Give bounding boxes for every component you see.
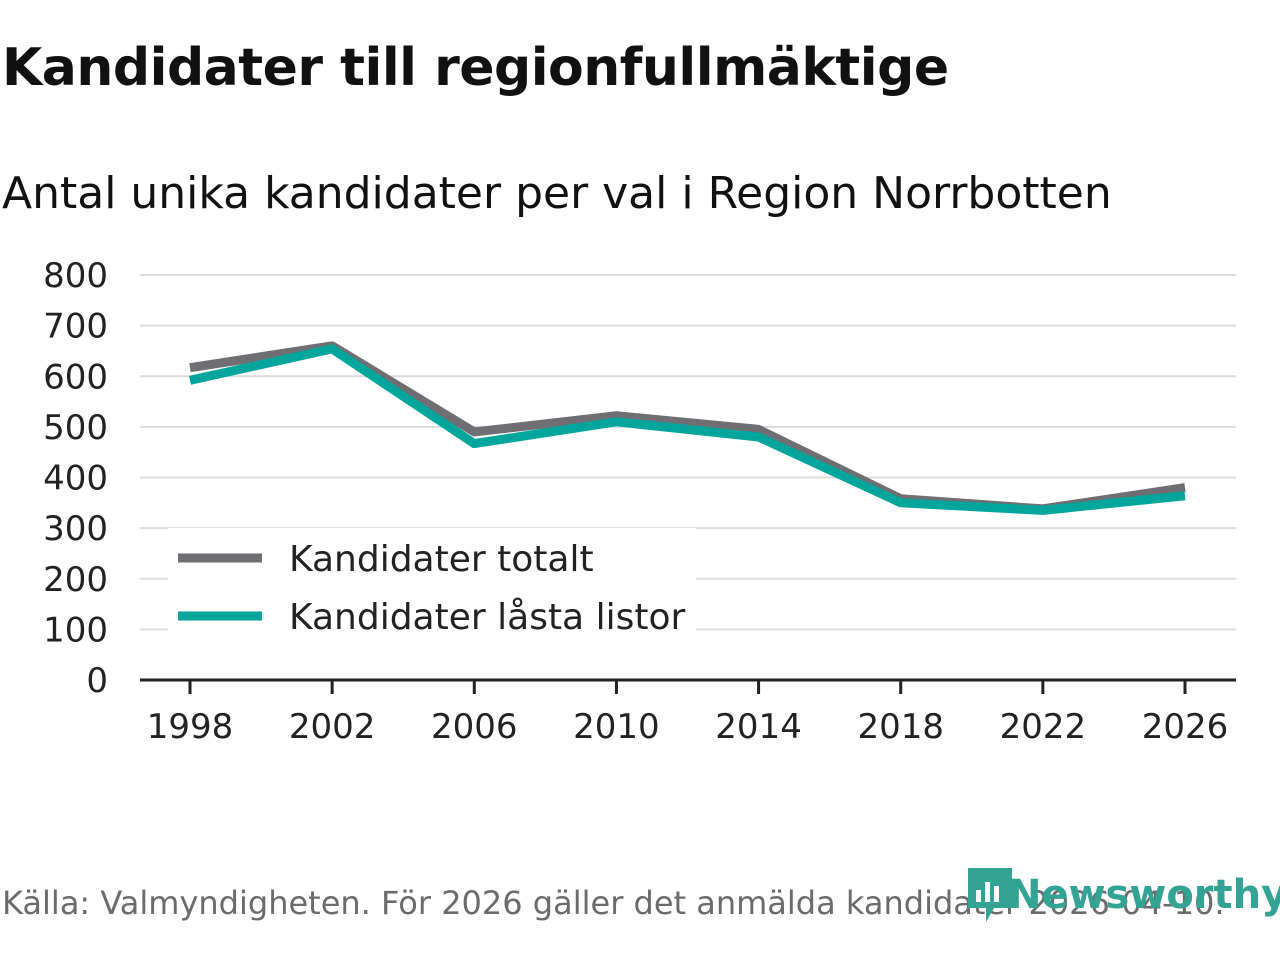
legend-label: Kandidater totalt xyxy=(289,539,594,580)
y-tick-label: 400 xyxy=(43,459,108,499)
chart-subtitle: Antal unika kandidater per val i Region … xyxy=(2,168,1112,219)
x-tick-label: 1998 xyxy=(147,707,234,747)
legend-label: Kandidater låsta listor xyxy=(289,597,685,638)
y-tick-label: 300 xyxy=(43,509,108,549)
x-tick-label: 2002 xyxy=(289,707,376,747)
y-tick-label: 100 xyxy=(43,610,108,650)
chart-title: Kandidater till regionfullmäktige xyxy=(2,38,949,98)
newsworthy-logo-icon xyxy=(968,868,1012,922)
y-tick-label: 700 xyxy=(43,307,108,347)
y-tick-label: 500 xyxy=(43,408,108,448)
x-tick-label: 2022 xyxy=(1000,707,1087,747)
line-chart: 0 100 200 300 400 500 600 700 800 1998 2002 2006 201… xyxy=(43,256,1236,747)
series-line-2 xyxy=(189,344,1186,515)
x-tick-label: 2006 xyxy=(431,707,518,747)
y-tick-label: 800 xyxy=(43,256,108,296)
newsworthy-logo: Newsworthy xyxy=(964,864,1280,926)
y-tick-label: 0 xyxy=(86,661,108,701)
y-tick-label: 200 xyxy=(43,560,108,600)
x-tick-label: 2026 xyxy=(1142,707,1229,747)
y-tick-label: 600 xyxy=(43,357,108,397)
x-tick-label: 2010 xyxy=(573,707,660,747)
x-tick-label: 2018 xyxy=(857,707,944,747)
newsworthy-logo-text: Newsworthy xyxy=(1008,872,1280,918)
x-tick-label: 2014 xyxy=(715,707,802,747)
source-caption: Källa: Valmyndigheten. För 2026 gäller d… xyxy=(2,884,1225,922)
